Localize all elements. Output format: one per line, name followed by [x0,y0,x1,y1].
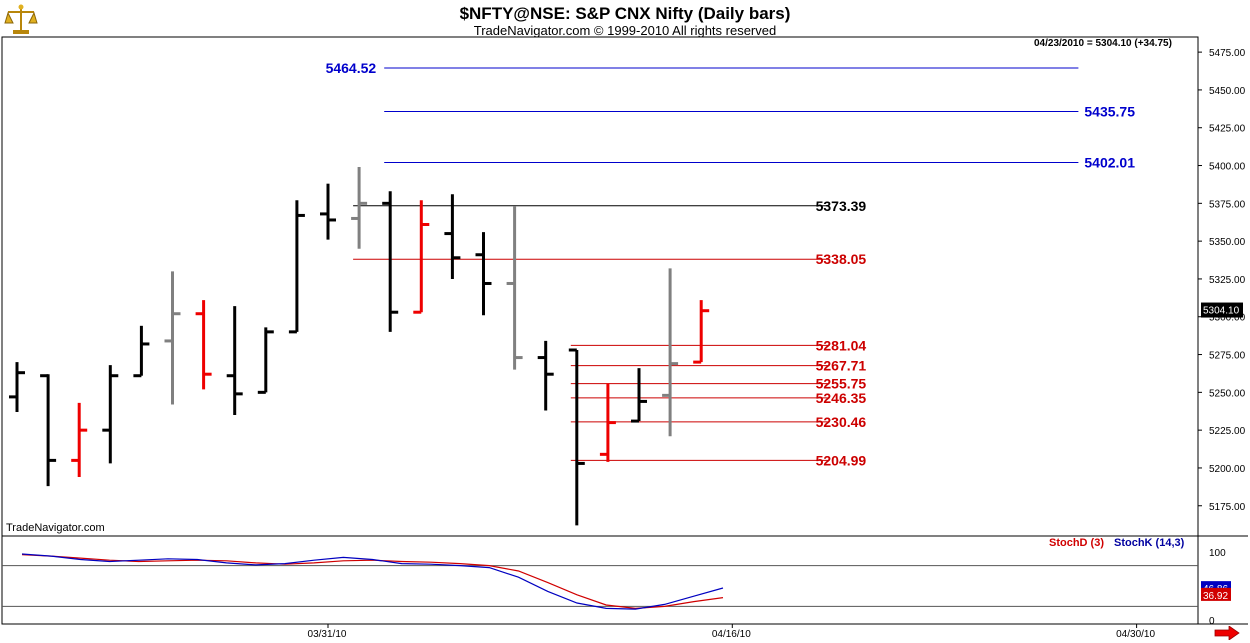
level-label-5267.71: 5267.71 [816,358,867,374]
level-label-5435.75: 5435.75 [1084,103,1135,119]
chart-frame [1,36,1248,625]
stoch-tick-label: 0 [1209,616,1215,627]
stoch-k-legend: StochK (14,3) [1114,537,1185,549]
level-label-5338.05: 5338.05 [816,251,867,267]
date-tick-label: 04/30/10 [1116,629,1155,640]
price-tick-label: 5425.00 [1209,124,1246,135]
ohlc-bar [506,206,523,370]
level-label-5204.99: 5204.99 [816,452,867,468]
price-axis: 5175.00 5200.00 5225.00 5250.00 5275.00 5300.… [1198,48,1246,513]
ohlc-bar [288,200,305,334]
stoch-end-label: 36.92 [1203,591,1228,602]
price-tick-label: 5400.00 [1209,162,1246,173]
ohlc-bar [164,271,181,405]
price-bars [9,167,710,526]
stoch-end-box [1201,587,1231,601]
level-label-5246.35: 5246.35 [816,390,867,406]
ohlc-bar [195,300,212,390]
ohlc-bar [662,268,679,437]
price-tick-label: 5275.00 [1209,351,1246,362]
copyright-notice: TradeNavigator.com © 1999-2010 All right… [473,23,777,38]
stoch-tick-label: 100 [1209,548,1226,559]
quote-info: 04/23/2010 = 5304.10 (+34.75) [1034,38,1172,49]
ohlc-bar [631,368,647,423]
level-label-5230.46: 5230.46 [816,414,867,430]
level-label-5402.01: 5402.01 [1084,154,1135,170]
price-levels: 5464.52 5435.75 5402.01 5373.39 5338.05 5281.… [326,60,1136,468]
price-tick-label: 5375.00 [1209,199,1246,210]
watermark-label: TradeNavigator.com [6,522,105,534]
level-label-5255.75: 5255.75 [816,376,867,392]
scales-of-justice-icon[interactable] [4,3,38,37]
stoch-d-legend: StochD (3) [1049,537,1104,549]
ohlc-bar [475,232,492,316]
ohlc-bar [599,383,616,462]
ohlc-bar [320,183,336,240]
price-tick-label: 5450.00 [1209,86,1246,97]
last-price-label: 5304.10 [1203,306,1240,317]
date-axis: 03/31/10 04/16/10 04/30/10 [308,624,1155,640]
stochastic-panel: 100046.8636.92 [2,548,1231,627]
stoch-k-line [21,553,724,610]
ohlc-bar [537,340,554,411]
price-tick-label: 5300.00 [1209,313,1246,324]
date-tick-label: 03/31/10 [308,629,347,640]
ohlc-bar [71,402,88,478]
chart-title: $NFTY@NSE: S&P CNX Nifty (Daily bars) [459,4,791,23]
ohlc-bar [9,362,25,413]
ohlc-bar [102,365,119,464]
ohlc-bar [226,306,243,416]
date-tick-label: 04/16/10 [712,629,751,640]
ohlc-bar [413,200,430,314]
plot-area-border [1,36,1199,625]
price-tick-label: 5175.00 [1209,502,1246,513]
scroll-right-arrow-icon[interactable] [1214,626,1240,640]
price-tick-label: 5475.00 [1209,48,1246,59]
ohlc-bar [568,348,585,526]
price-tick-label: 5325.00 [1209,275,1246,286]
stoch-d-line [21,554,724,610]
price-tick-label: 5200.00 [1209,464,1246,475]
level-label-5373.39: 5373.39 [816,198,867,214]
level-label-5281.04: 5281.04 [816,337,867,353]
price-tick-label: 5350.00 [1209,237,1246,248]
price-tick-label: 5225.00 [1209,426,1246,437]
ohlc-bar [444,194,461,279]
level-label-5464.52: 5464.52 [326,60,377,76]
ohlc-bar [382,191,399,332]
ohlc-bar [133,325,150,378]
ohlc-bar [351,167,368,249]
ohlc-bar [693,300,710,364]
price-tick-label: 5250.00 [1209,388,1246,399]
ohlc-bar [257,327,274,394]
ohlc-bar [40,374,57,487]
last-price-box [1201,302,1243,318]
